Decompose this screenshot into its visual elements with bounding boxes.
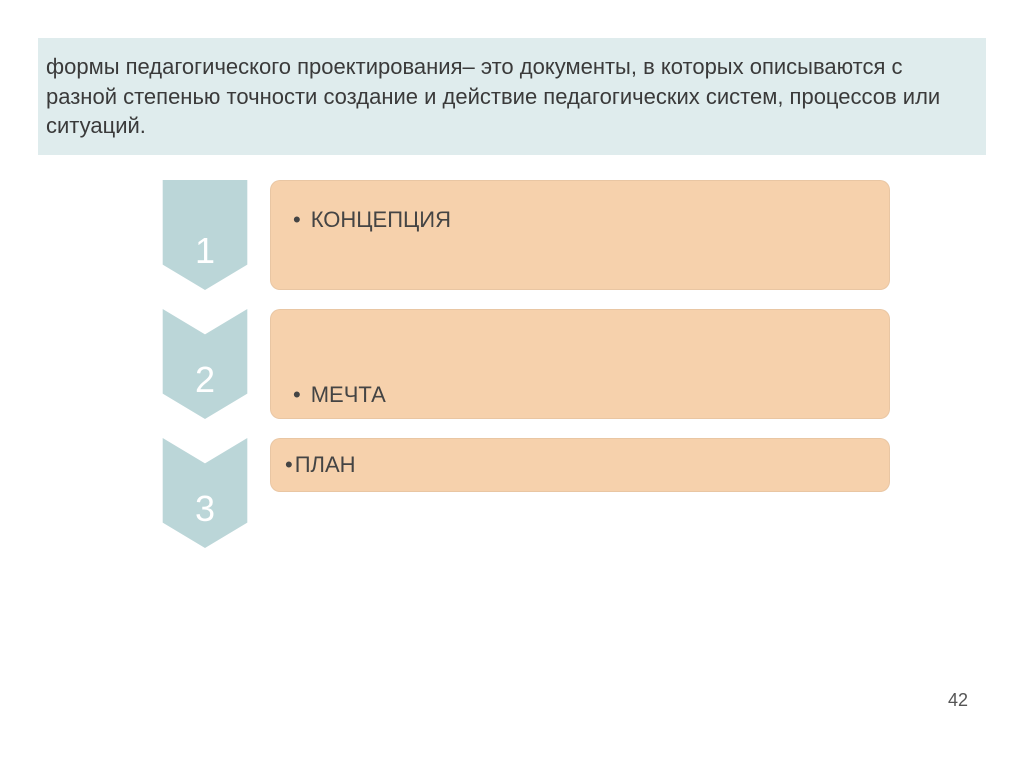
chevron-wrap: 1: [150, 180, 260, 295]
chevron-number: 1: [150, 230, 260, 272]
item-label: МЕЧТА: [311, 382, 386, 408]
bullet-icon: •: [285, 452, 293, 478]
item-label-line: • КОНЦЕПЦИЯ: [293, 207, 451, 233]
list-area: 1 • КОНЦЕПЦИЯ 2 • МЕЧТА 3: [150, 180, 890, 567]
chevron-wrap: 2: [150, 309, 260, 424]
bullet-icon: •: [293, 382, 301, 408]
list-row: 1 • КОНЦЕПЦИЯ: [150, 180, 890, 295]
chevron-wrap: 3: [150, 438, 260, 553]
item-label-line: • ПЛАН: [285, 452, 356, 478]
item-label: КОНЦЕПЦИЯ: [311, 207, 451, 233]
item-box: • ПЛАН: [270, 438, 890, 492]
bullet-icon: •: [293, 207, 301, 233]
page-number: 42: [948, 690, 968, 711]
header-box: формы педагогического проектирования– эт…: [38, 38, 986, 155]
list-row: 2 • МЕЧТА: [150, 309, 890, 424]
item-box: • МЕЧТА: [270, 309, 890, 419]
list-row: 3 • ПЛАН: [150, 438, 890, 553]
chevron-number: 2: [150, 359, 260, 401]
header-text: формы педагогического проектирования– эт…: [46, 52, 978, 141]
item-label: ПЛАН: [295, 452, 356, 478]
item-box: • КОНЦЕПЦИЯ: [270, 180, 890, 290]
chevron-number: 3: [150, 488, 260, 530]
item-label-line: • МЕЧТА: [293, 382, 386, 408]
